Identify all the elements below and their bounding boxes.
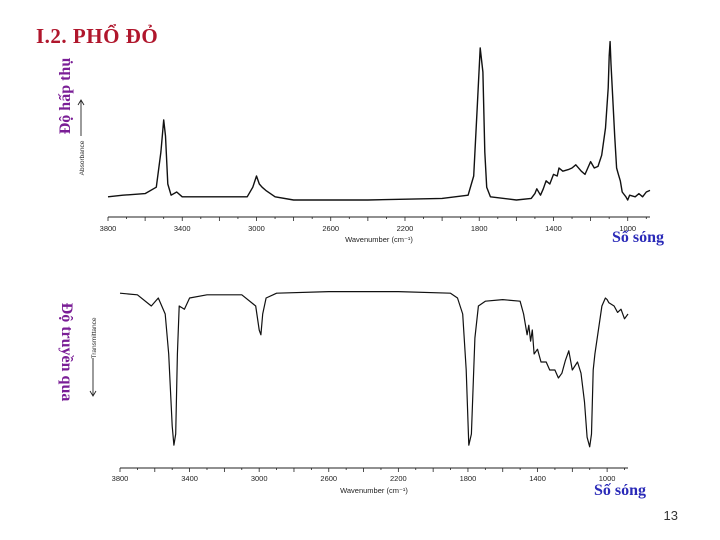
x-tick-label: 1400 [529, 474, 546, 483]
y-axis-arrowhead [77, 99, 85, 106]
spectrum-line [107, 40, 651, 201]
x-tick-label: 1000 [619, 224, 636, 233]
x-tick-label: 3000 [248, 224, 265, 233]
x-tick-label: 3400 [181, 474, 198, 483]
x-tick-label: 3400 [174, 224, 191, 233]
x-tick-label: 2600 [322, 224, 339, 233]
x-tick-label: 1400 [545, 224, 562, 233]
x-tick-label: 1000 [599, 474, 616, 483]
x-tick-label: 3000 [251, 474, 268, 483]
x-tick-label: 3800 [112, 474, 129, 483]
x-axis-label: Wavenumber (cm⁻¹) [340, 486, 408, 495]
x-axis-label: Wavenumber (cm⁻¹) [345, 235, 413, 244]
x-tick-label: 1800 [460, 474, 477, 483]
spectrum-line [119, 291, 629, 448]
x-tick-label: 2200 [397, 224, 414, 233]
x-tick-label: 2200 [390, 474, 407, 483]
x-tick-label: 3800 [100, 224, 117, 233]
y-axis-label: Absorbance [79, 140, 86, 175]
absorbance-spectrum-chart: 3800 3400 3000 2600 2200 1800 1400 1000 Wavenumb… [77, 40, 651, 244]
y-axis-arrowhead [89, 390, 97, 397]
wavenumber-corner-label-bottom: Số sóng [594, 482, 647, 499]
page-number: 13 [663, 508, 678, 523]
y-axis-label: Transmittance [91, 317, 98, 358]
wavenumber-corner-label-top: Số sóng [612, 229, 665, 246]
x-tick-label: 2600 [320, 474, 337, 483]
x-tick-label: 1800 [471, 224, 488, 233]
slide-title: I.2. PHỔ ĐỎ [36, 24, 159, 48]
